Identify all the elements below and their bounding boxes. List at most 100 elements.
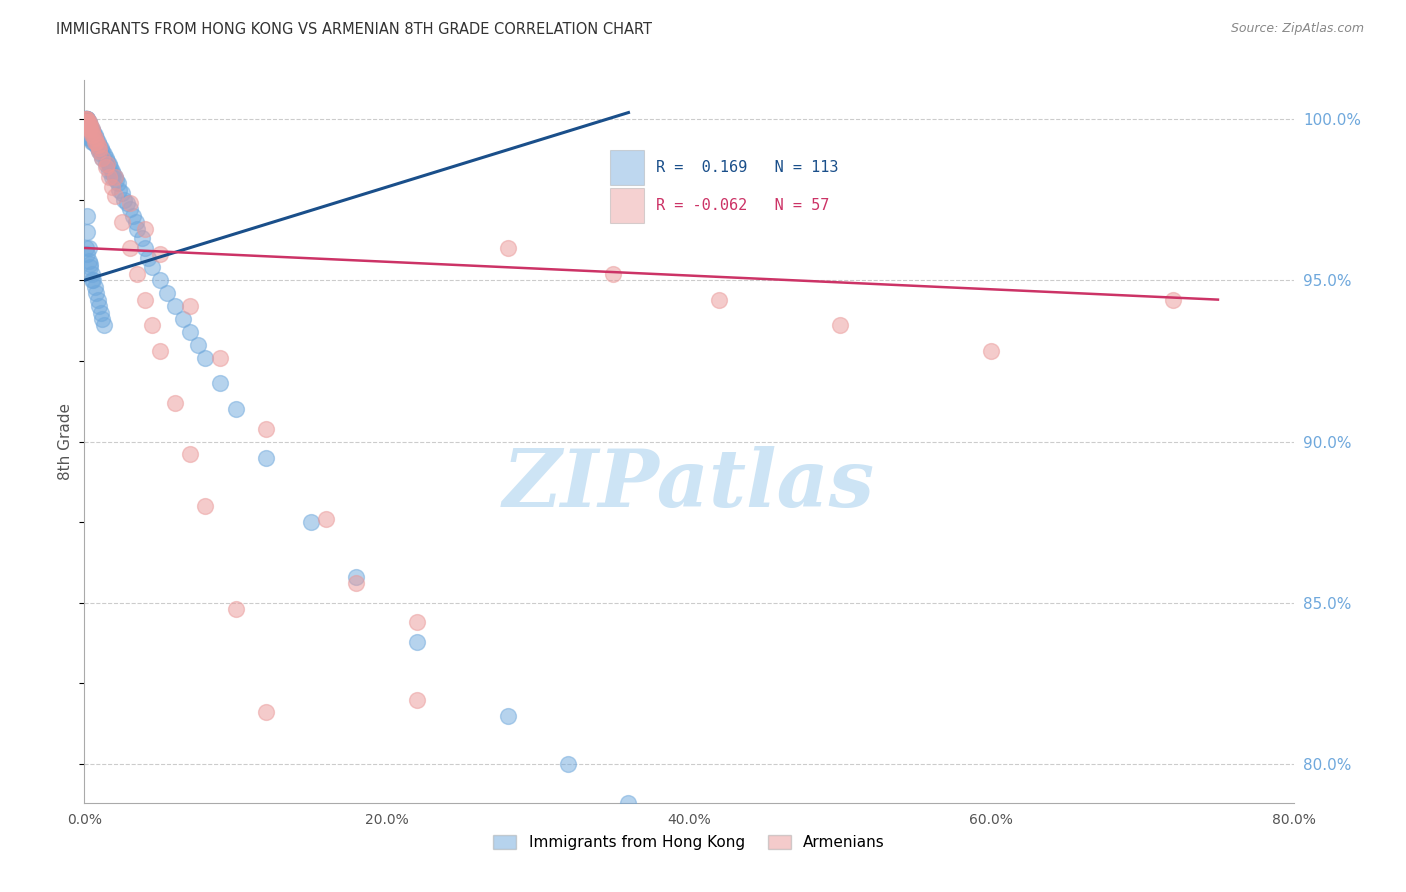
Point bbox=[82, 128, 104, 142]
Point bbox=[131, 231, 153, 245]
Point bbox=[76, 112, 98, 126]
Point bbox=[225, 402, 247, 417]
Point bbox=[97, 169, 120, 184]
Point bbox=[80, 121, 103, 136]
Point bbox=[84, 279, 107, 293]
Point bbox=[134, 293, 156, 307]
Point bbox=[76, 115, 98, 129]
Point bbox=[77, 115, 100, 129]
Point bbox=[89, 137, 111, 152]
Point bbox=[149, 247, 172, 261]
Point bbox=[156, 286, 179, 301]
Point bbox=[80, 267, 103, 281]
Point bbox=[75, 112, 97, 126]
Point bbox=[75, 112, 97, 126]
Point bbox=[165, 299, 187, 313]
Point bbox=[111, 186, 134, 201]
Point bbox=[77, 121, 100, 136]
Point bbox=[84, 135, 107, 149]
Legend: Immigrants from Hong Kong, Armenians: Immigrants from Hong Kong, Armenians bbox=[488, 830, 890, 856]
Point bbox=[97, 157, 120, 171]
Point bbox=[82, 128, 104, 142]
Point bbox=[76, 115, 98, 129]
Point bbox=[75, 112, 97, 126]
Point bbox=[179, 325, 201, 339]
Point bbox=[101, 167, 124, 181]
Point bbox=[100, 169, 122, 184]
Point bbox=[80, 128, 103, 142]
Point bbox=[100, 179, 122, 194]
FancyBboxPatch shape bbox=[610, 188, 644, 223]
Point bbox=[86, 286, 108, 301]
Point bbox=[76, 115, 98, 129]
Point bbox=[75, 112, 97, 126]
Point bbox=[87, 141, 110, 155]
Point bbox=[315, 512, 337, 526]
Point bbox=[86, 135, 108, 149]
Point bbox=[104, 189, 127, 203]
Point bbox=[75, 112, 97, 126]
Point bbox=[76, 209, 98, 223]
Point bbox=[87, 137, 110, 152]
Point bbox=[496, 241, 519, 255]
Point bbox=[194, 351, 217, 365]
Text: Source: ZipAtlas.com: Source: ZipAtlas.com bbox=[1230, 22, 1364, 36]
Point bbox=[75, 121, 97, 136]
Point bbox=[77, 119, 100, 133]
Point bbox=[105, 173, 128, 187]
Point bbox=[75, 112, 97, 126]
Point bbox=[87, 293, 110, 307]
Point bbox=[84, 128, 107, 142]
Point bbox=[121, 209, 143, 223]
Point bbox=[77, 119, 100, 133]
Point bbox=[89, 145, 111, 159]
Point bbox=[209, 351, 232, 365]
Point bbox=[141, 318, 163, 333]
Point bbox=[118, 195, 141, 210]
Point bbox=[79, 121, 101, 136]
Point bbox=[93, 318, 115, 333]
Point bbox=[709, 293, 731, 307]
Text: ZIPatlas: ZIPatlas bbox=[503, 446, 875, 524]
Point bbox=[75, 112, 97, 126]
Point bbox=[90, 141, 112, 155]
Point bbox=[75, 112, 97, 126]
Point bbox=[76, 119, 98, 133]
Point bbox=[127, 221, 149, 235]
Point bbox=[254, 450, 277, 465]
Point bbox=[179, 447, 201, 461]
Point bbox=[90, 305, 112, 319]
Point bbox=[134, 241, 156, 255]
Point bbox=[80, 125, 103, 139]
Point bbox=[108, 183, 131, 197]
Point bbox=[93, 147, 115, 161]
Point bbox=[172, 312, 194, 326]
Point bbox=[75, 115, 97, 129]
Point bbox=[77, 128, 100, 142]
Point bbox=[86, 137, 108, 152]
Point bbox=[406, 692, 429, 706]
Point bbox=[79, 121, 101, 136]
Point bbox=[100, 163, 122, 178]
Point bbox=[557, 757, 579, 772]
Point bbox=[75, 115, 97, 129]
Point bbox=[194, 499, 217, 513]
Point bbox=[82, 125, 104, 139]
Point bbox=[136, 251, 159, 265]
Point bbox=[75, 119, 97, 133]
Point bbox=[80, 273, 103, 287]
Point bbox=[94, 161, 117, 175]
Point bbox=[617, 796, 640, 810]
Text: R =  0.169   N = 113: R = 0.169 N = 113 bbox=[657, 161, 839, 175]
Point bbox=[82, 273, 104, 287]
Point bbox=[406, 634, 429, 648]
Point bbox=[1161, 293, 1184, 307]
Point bbox=[89, 299, 111, 313]
Point bbox=[91, 151, 114, 165]
Point bbox=[82, 135, 104, 149]
Point bbox=[165, 396, 187, 410]
Point bbox=[299, 847, 322, 862]
Point bbox=[96, 153, 118, 168]
Point bbox=[80, 125, 103, 139]
Point bbox=[980, 344, 1002, 359]
